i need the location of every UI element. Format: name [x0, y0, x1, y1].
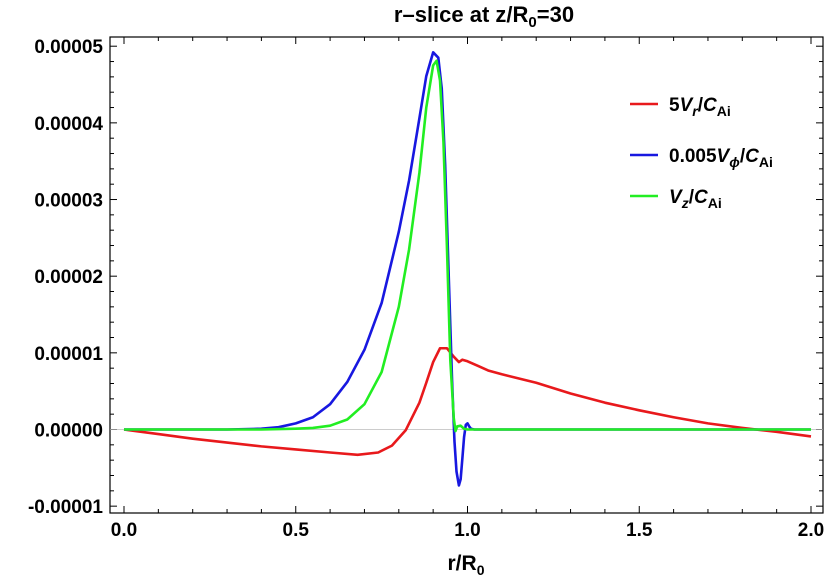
- x-axis-label-main: r/R: [448, 552, 477, 575]
- chart-title-main: r–slice at z/R: [394, 2, 529, 27]
- svg-text:r/R0: r/R0: [448, 552, 485, 577]
- x-tick-label: 2.0: [798, 520, 824, 541]
- plot-frame: [109, 36, 824, 514]
- series-lines: [123, 51, 812, 487]
- x-tick-label: 1.0: [454, 520, 480, 541]
- svg-text:r–slice at z/R0=30: r–slice at z/R0=30: [394, 2, 574, 31]
- chart-title: r–slice at z/R0=30: [394, 2, 574, 31]
- x-axis-label: r/R0: [448, 552, 485, 577]
- series-line-3: [124, 59, 811, 433]
- legend-label-1: 5Vr/CAi: [669, 95, 731, 119]
- y-axis-ticks: -0.00001 0.00000 0.00001 0.00002 0.00003 0.00…: [28, 37, 823, 518]
- y-tick-label: 0.00003: [34, 191, 103, 212]
- y-tick-label: 0.00002: [34, 267, 103, 288]
- y-tick-label: 0.00001: [34, 344, 103, 365]
- plot-area-border: [109, 36, 824, 514]
- chart-title-sub: 0: [528, 14, 536, 31]
- x-tick-label: 1.5: [626, 520, 653, 541]
- y-tick-label: 0.00005: [34, 37, 103, 58]
- series-line-2: [124, 51, 811, 487]
- series-line-1: [123, 346, 812, 457]
- x-axis-label-sub: 0: [477, 562, 485, 577]
- legend-label-2: 0.005Vϕ/CAi: [669, 146, 773, 170]
- y-tick-label: 0.00000: [34, 421, 103, 442]
- chart-title-suffix: =30: [537, 2, 574, 27]
- y-tick-label: 0.00004: [34, 114, 103, 135]
- x-tick-label: 0.5: [283, 520, 310, 541]
- legend-label-3: Vz/CAi: [669, 187, 722, 211]
- legend: 5Vr/CAi 0.005Vϕ/CAi Vz/CAi: [630, 95, 773, 211]
- x-axis-ticks: 0.0 0.5 1.0 1.5 2.0: [111, 37, 824, 541]
- x-tick-label: 0.0: [111, 520, 137, 541]
- y-tick-label: -0.00001: [28, 497, 103, 518]
